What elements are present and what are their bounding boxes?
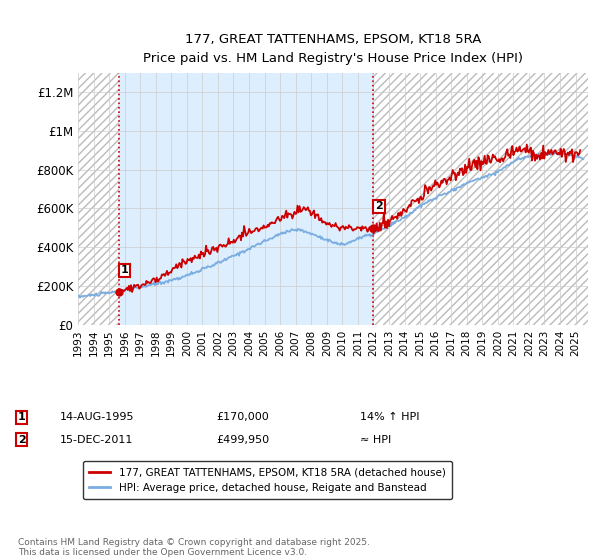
Text: 2: 2 bbox=[18, 435, 26, 445]
Text: 15-DEC-2011: 15-DEC-2011 bbox=[60, 435, 133, 445]
Title: 177, GREAT TATTENHAMS, EPSOM, KT18 5RA
Price paid vs. HM Land Registry's House P: 177, GREAT TATTENHAMS, EPSOM, KT18 5RA P… bbox=[143, 32, 523, 65]
Text: Contains HM Land Registry data © Crown copyright and database right 2025.
This d: Contains HM Land Registry data © Crown c… bbox=[18, 538, 370, 557]
Bar bbox=[119, 73, 373, 325]
Text: 14% ↑ HPI: 14% ↑ HPI bbox=[360, 412, 419, 422]
Text: 14-AUG-1995: 14-AUG-1995 bbox=[60, 412, 134, 422]
Legend: 177, GREAT TATTENHAMS, EPSOM, KT18 5RA (detached house), HPI: Average price, det: 177, GREAT TATTENHAMS, EPSOM, KT18 5RA (… bbox=[83, 461, 452, 499]
Text: 2: 2 bbox=[375, 202, 383, 212]
Text: 1: 1 bbox=[18, 412, 26, 422]
Text: 1: 1 bbox=[121, 265, 129, 276]
Text: ≈ HPI: ≈ HPI bbox=[360, 435, 391, 445]
Text: £170,000: £170,000 bbox=[216, 412, 269, 422]
Text: £499,950: £499,950 bbox=[216, 435, 269, 445]
